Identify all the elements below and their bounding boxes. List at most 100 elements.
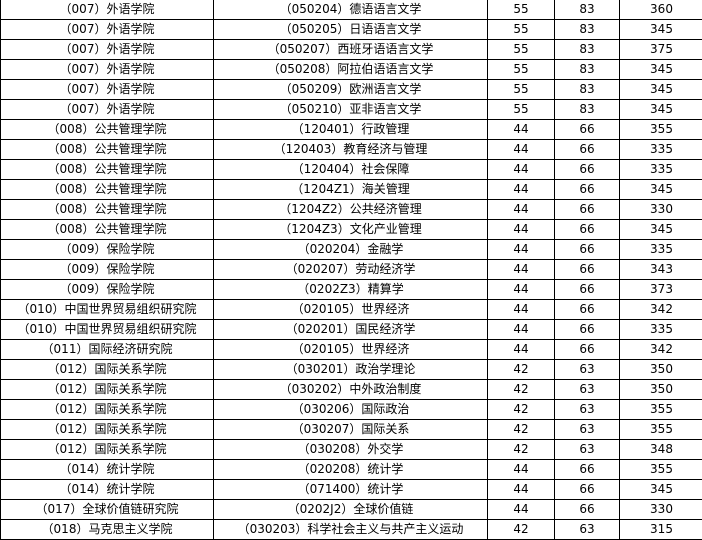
single-subject-100-cell: 44	[487, 279, 555, 300]
single-subject-100-cell: 55	[487, 59, 555, 80]
table-row: （012）国际关系学院 （030207）国际关系 42 63 355	[0, 419, 702, 440]
single-subject-over-100-cell: 66	[554, 339, 620, 360]
table-row: （008）公共管理学院 （1204Z2）公共经济管理 44 66 330	[0, 199, 702, 220]
single-subject-over-100-cell: 63	[554, 419, 620, 440]
major-cell: （0202Z3）精算学	[213, 279, 488, 300]
major-cell: （030206）国际政治	[213, 399, 488, 420]
single-subject-over-100-cell: 66	[554, 119, 620, 140]
college-cell: （014）统计学院	[0, 479, 214, 500]
major-cell: （030203）科学社会主义与共产主义运动	[213, 519, 488, 540]
total-score-cell: 373	[619, 279, 702, 300]
total-score-cell: 350	[619, 359, 702, 380]
major-cell: （120404）社会保障	[213, 159, 488, 180]
major-cell: （020207）劳动经济学	[213, 259, 488, 280]
college-cell: （009）保险学院	[0, 259, 214, 280]
total-score-cell: 345	[619, 219, 702, 240]
major-cell: （071400）统计学	[213, 479, 488, 500]
single-subject-over-100-cell: 66	[554, 139, 620, 160]
table-row: （012）国际关系学院 （030206）国际政治 42 63 355	[0, 399, 702, 420]
table-row: （007）外语学院 （050207）西班牙语语言文学 55 83 375	[0, 39, 702, 60]
total-score-cell: 343	[619, 259, 702, 280]
college-cell: （007）外语学院	[0, 19, 214, 40]
table-row: （014）统计学院 （071400）统计学 44 66 345	[0, 479, 702, 500]
college-cell: （008）公共管理学院	[0, 199, 214, 220]
college-cell: （007）外语学院	[0, 99, 214, 120]
single-subject-100-cell: 44	[487, 239, 555, 260]
college-cell: （012）国际关系学院	[0, 379, 214, 400]
single-subject-over-100-cell: 66	[554, 239, 620, 260]
single-subject-100-cell: 44	[487, 119, 555, 140]
major-cell: （0202J2）全球价值链	[213, 499, 488, 520]
single-subject-over-100-cell: 63	[554, 439, 620, 460]
single-subject-over-100-cell: 66	[554, 219, 620, 240]
major-cell: （050207）西班牙语语言文学	[213, 39, 488, 60]
total-score-cell: 335	[619, 239, 702, 260]
college-cell: （007）外语学院	[0, 39, 214, 60]
single-subject-over-100-cell: 66	[554, 299, 620, 320]
college-cell: （007）外语学院	[0, 0, 214, 20]
table-row: （008）公共管理学院 （120404）社会保障 44 66 335	[0, 159, 702, 180]
single-subject-100-cell: 42	[487, 399, 555, 420]
single-subject-over-100-cell: 83	[554, 0, 620, 20]
table-row: （008）公共管理学院 （120401）行政管理 44 66 355	[0, 119, 702, 140]
table-row: （007）外语学院 （050204）德语语言文学 55 83 360	[0, 0, 702, 20]
total-score-cell: 345	[619, 479, 702, 500]
table-row: （009）保险学院 （0202Z3）精算学 44 66 373	[0, 279, 702, 300]
single-subject-over-100-cell: 83	[554, 19, 620, 40]
single-subject-100-cell: 44	[487, 159, 555, 180]
college-cell: （009）保险学院	[0, 239, 214, 260]
college-cell: （010）中国世界贸易组织研究院	[0, 299, 214, 320]
college-cell: （007）外语学院	[0, 79, 214, 100]
major-cell: （020105）世界经济	[213, 299, 488, 320]
major-cell: （050208）阿拉伯语语言文学	[213, 59, 488, 80]
single-subject-100-cell: 44	[487, 479, 555, 500]
college-cell: （009）保险学院	[0, 279, 214, 300]
single-subject-over-100-cell: 66	[554, 499, 620, 520]
total-score-cell: 350	[619, 379, 702, 400]
total-score-cell: 335	[619, 319, 702, 340]
single-subject-over-100-cell: 66	[554, 179, 620, 200]
table-row: （017）全球价值链研究院 （0202J2）全球价值链 44 66 330	[0, 499, 702, 520]
table-row: （010）中国世界贸易组织研究院 （020105）世界经济 44 66 342	[0, 299, 702, 320]
total-score-cell: 345	[619, 19, 702, 40]
total-score-cell: 330	[619, 199, 702, 220]
total-score-cell: 355	[619, 399, 702, 420]
single-subject-100-cell: 44	[487, 459, 555, 480]
single-subject-over-100-cell: 63	[554, 519, 620, 540]
single-subject-100-cell: 44	[487, 259, 555, 280]
single-subject-over-100-cell: 66	[554, 159, 620, 180]
college-cell: （018）马克思主义学院	[0, 519, 214, 540]
table-row: （007）外语学院 （050205）日语语言文学 55 83 345	[0, 19, 702, 40]
college-cell: （010）中国世界贸易组织研究院	[0, 319, 214, 340]
college-cell: （012）国际关系学院	[0, 359, 214, 380]
table-row: （012）国际关系学院 （030208）外交学 42 63 348	[0, 439, 702, 460]
total-score-cell: 355	[619, 419, 702, 440]
total-score-cell: 345	[619, 59, 702, 80]
major-cell: （030207）国际关系	[213, 419, 488, 440]
table-row: （010）中国世界贸易组织研究院 （020201）国民经济学 44 66 335	[0, 319, 702, 340]
major-cell: （050210）亚非语言文学	[213, 99, 488, 120]
major-cell: （1204Z3）文化产业管理	[213, 219, 488, 240]
major-cell: （120401）行政管理	[213, 119, 488, 140]
major-cell: （050205）日语语言文学	[213, 19, 488, 40]
single-subject-over-100-cell: 83	[554, 39, 620, 60]
total-score-cell: 345	[619, 179, 702, 200]
college-cell: （008）公共管理学院	[0, 179, 214, 200]
total-score-cell: 348	[619, 439, 702, 460]
total-score-cell: 335	[619, 139, 702, 160]
major-cell: （020208）统计学	[213, 459, 488, 480]
college-cell: （017）全球价值链研究院	[0, 499, 214, 520]
total-score-cell: 315	[619, 519, 702, 540]
table-row: （008）公共管理学院 （1204Z1）海关管理 44 66 345	[0, 179, 702, 200]
single-subject-over-100-cell: 63	[554, 379, 620, 400]
single-subject-over-100-cell: 83	[554, 59, 620, 80]
table-row: （014）统计学院 （020208）统计学 44 66 355	[0, 459, 702, 480]
major-cell: （020204）金融学	[213, 239, 488, 260]
table-row: （009）保险学院 （020204）金融学 44 66 335	[0, 239, 702, 260]
college-cell: （014）统计学院	[0, 459, 214, 480]
college-cell: （008）公共管理学院	[0, 119, 214, 140]
total-score-cell: 360	[619, 0, 702, 20]
table-row: （007）外语学院 （050208）阿拉伯语语言文学 55 83 345	[0, 59, 702, 80]
total-score-cell: 335	[619, 159, 702, 180]
